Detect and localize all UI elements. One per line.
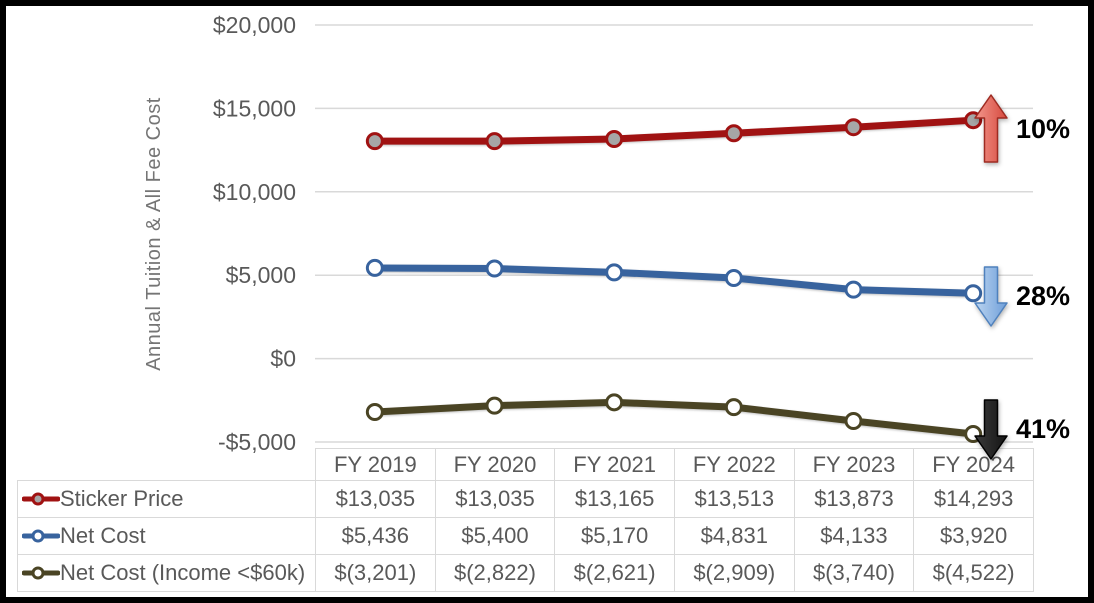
- y-axis-tick-label: $10,000: [213, 179, 296, 205]
- line-chart-canvas: $20,000 $15,000 $10,000 $5,000 $0 -$5,000 Annu…: [143, 12, 1033, 455]
- table-header-cell: FY 2024: [913, 448, 1034, 481]
- series-label: Net Cost: [60, 523, 146, 548]
- table-value-cell: $5,170: [554, 517, 675, 555]
- series-marker-icon: [22, 529, 60, 543]
- series-line: [371, 264, 977, 297]
- y-axis-tick-label: $5,000: [226, 262, 296, 288]
- annotation-label: 10%: [1016, 113, 1071, 144]
- y-axis-tick-label: $15,000: [213, 95, 296, 121]
- down-arrow-icon: [974, 266, 1008, 327]
- annotation-low-income-net-cost-change: 41%: [972, 398, 1070, 460]
- up-arrow-icon: [974, 94, 1008, 163]
- table-value-cell: $(2,621): [554, 554, 675, 592]
- table-value-cell: $(3,201): [315, 554, 436, 592]
- data-point-marker: [844, 118, 863, 137]
- annotation-sticker-price-change: 10%: [972, 94, 1070, 164]
- y-axis-title: Annual Tuition & All Fee Cost: [143, 97, 165, 371]
- data-table: FY 2019 FY 2020 FY 2021 FY 2022 FY 2023 FY 20…: [17, 448, 1034, 592]
- series-label: Net Cost (Income <$60k): [60, 560, 306, 585]
- data-point-marker: [844, 411, 863, 430]
- data-point-marker: [605, 130, 624, 149]
- series-marker-icon: [22, 566, 60, 580]
- series-label-cell: Sticker Price: [17, 480, 316, 518]
- data-point-marker: [365, 258, 384, 277]
- data-point-marker: [605, 393, 624, 412]
- chart-stage: $20,000 $15,000 $10,000 $5,000 $0 -$5,000 Annu…: [6, 6, 1088, 597]
- data-point-marker: [844, 280, 863, 299]
- down-arrow-shape: [974, 399, 1008, 460]
- table-value-cell: $5,436: [315, 517, 436, 555]
- data-point-marker: [724, 398, 743, 417]
- table-value-cell: $(2,909): [673, 554, 795, 592]
- table-value-cell: $(2,822): [434, 554, 556, 592]
- down-arrow-shape: [974, 266, 1008, 327]
- data-point-marker: [724, 269, 743, 288]
- down-arrow-icon: [974, 399, 1008, 460]
- table-value-cell: $3,920: [913, 517, 1034, 555]
- data-point-marker: [485, 396, 504, 415]
- y-axis-tick-label: $20,000: [213, 12, 296, 38]
- table-value-cell: $13,035: [434, 480, 556, 518]
- data-point-marker: [964, 284, 983, 303]
- table-header-cell: FY 2023: [793, 448, 915, 481]
- table-row: Net Cost $5,436 $5,400 $5,170 $4,831 $4,133 $3…: [17, 517, 1034, 555]
- data-point-marker: [724, 124, 743, 143]
- table-value-cell: $13,035: [315, 480, 436, 518]
- up-arrow-shape: [974, 94, 1008, 163]
- table-value-cell: $13,513: [673, 480, 795, 518]
- series-line: [371, 398, 977, 438]
- y-axis-tick-label: $0: [270, 346, 296, 372]
- data-point-marker: [485, 259, 504, 278]
- series-marker-icon: [22, 492, 60, 506]
- data-point-marker: [365, 402, 384, 421]
- table-row: Sticker Price $13,035 $13,035 $13,165 $13,51…: [17, 480, 1034, 518]
- table-value-cell: $(3,740): [793, 554, 915, 592]
- annotation-label: 28%: [1016, 280, 1071, 311]
- table-row: Net Cost (Income <$60k) $(3,201) $(2,822) $…: [17, 554, 1034, 592]
- table-header-cell: FY 2019: [315, 448, 436, 481]
- table-header-cell: FY 2021: [554, 448, 675, 481]
- annotation-net-cost-change: 28%: [972, 265, 1070, 327]
- table-value-cell: $4,831: [673, 517, 795, 555]
- table-header-blank-cell: [18, 449, 316, 481]
- table-value-cell: $5,400: [434, 517, 556, 555]
- table-value-cell: $13,873: [793, 480, 915, 518]
- series-label: Sticker Price: [60, 486, 184, 511]
- table-value-cell: $4,133: [793, 517, 915, 555]
- table-header-cell: FY 2022: [673, 448, 795, 481]
- data-point-marker: [485, 132, 504, 151]
- annotation-label: 41%: [1016, 413, 1071, 444]
- table-value-cell: $14,293: [913, 480, 1034, 518]
- series-line: [371, 116, 977, 145]
- y-axis-tick-label: -$5,000: [218, 429, 296, 455]
- table-header-row: FY 2019 FY 2020 FY 2021 FY 2022 FY 2023 FY 20…: [18, 448, 1034, 481]
- series-label-cell: Net Cost: [17, 517, 316, 555]
- table-value-cell: $13,165: [554, 480, 675, 518]
- table-value-cell: $(4,522): [913, 554, 1034, 592]
- series-label-cell: Net Cost (Income <$60k): [17, 554, 316, 592]
- table-header-cell: FY 2020: [434, 448, 556, 481]
- data-point-marker: [365, 132, 384, 151]
- data-point-marker: [605, 263, 624, 282]
